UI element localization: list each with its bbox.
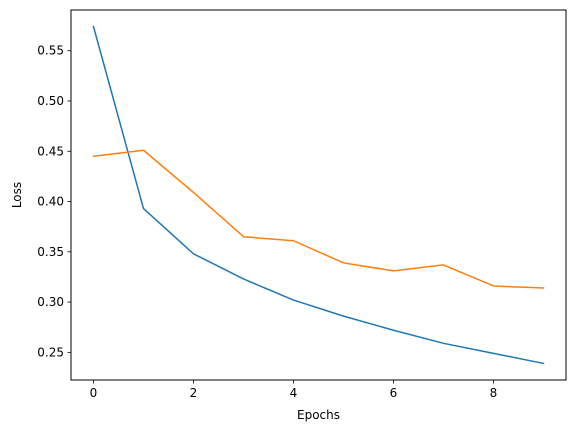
x-tick-label: 8 <box>490 386 498 400</box>
y-axis-ticks: 0.25 0.30 0.35 0.40 0.45 0.50 0.55 <box>37 44 71 359</box>
y-tick-label: 0.30 <box>37 295 64 309</box>
y-tick-label: 0.40 <box>37 195 64 209</box>
y-tick-label: 0.50 <box>37 94 64 108</box>
series-line-1 <box>92 25 545 365</box>
plot-frame <box>70 9 567 381</box>
x-axis-ticks: 0 2 4 6 8 <box>90 380 498 400</box>
series-layer <box>92 25 545 365</box>
y-tick-label: 0.45 <box>37 144 64 158</box>
plot-background <box>71 10 566 380</box>
y-tick-label: 0.35 <box>37 245 64 259</box>
x-tick-label: 0 <box>90 386 98 400</box>
x-tick-label: 2 <box>190 386 198 400</box>
series-line-2 <box>92 149 545 289</box>
x-axis-label: Epochs <box>297 408 340 422</box>
y-axis-label: Loss <box>10 182 24 208</box>
y-tick-label: 0.25 <box>37 345 64 359</box>
x-tick-label: 4 <box>290 386 298 400</box>
y-tick-label: 0.55 <box>37 44 64 58</box>
x-tick-label: 6 <box>390 386 398 400</box>
